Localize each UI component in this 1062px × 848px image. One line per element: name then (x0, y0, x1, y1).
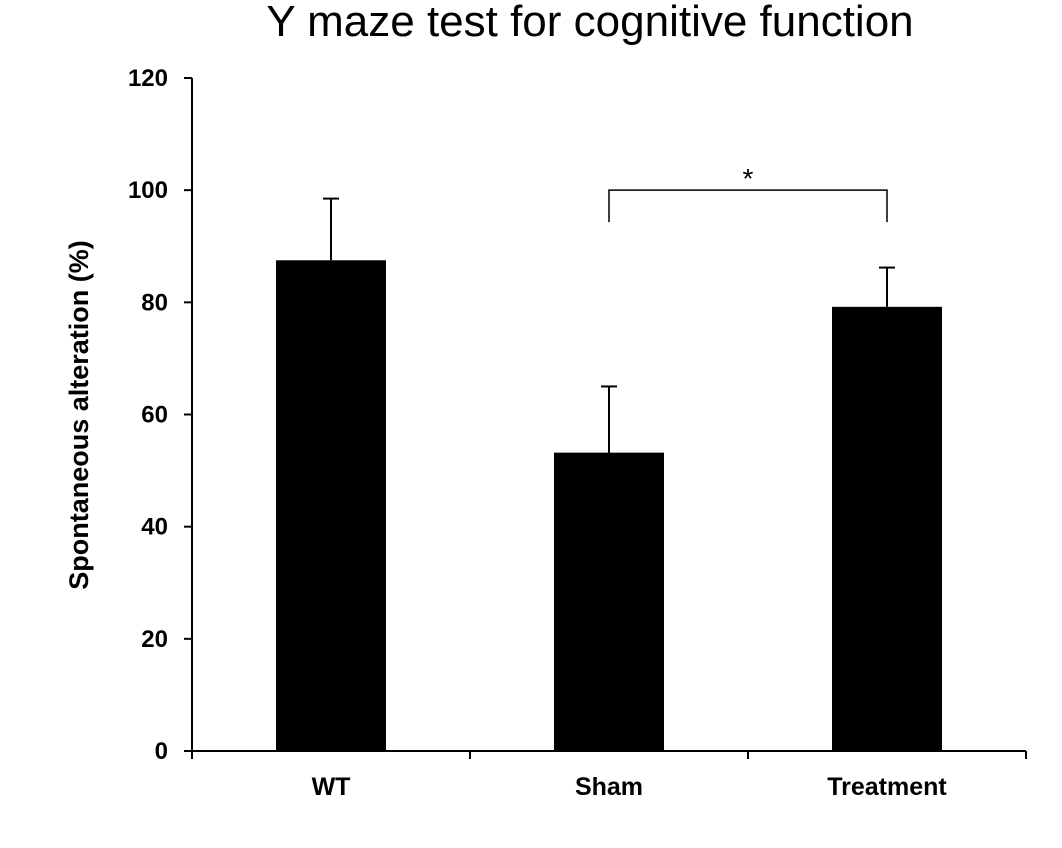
y-tick-label: 0 (155, 738, 168, 765)
bar-sham (554, 452, 664, 751)
bar-wt (276, 260, 386, 751)
y-tick-label: 20 (141, 626, 168, 653)
x-tick-label: WT (312, 773, 351, 801)
significance-label: * (743, 163, 754, 194)
y-tick-label: 40 (141, 514, 168, 541)
y-tick-label: 60 (141, 402, 168, 429)
y-tick-label: 100 (128, 177, 168, 204)
y-axis-label: Spontaneous alteration (%) (64, 240, 94, 590)
x-tick-label: Treatment (827, 773, 947, 801)
y-tick-label: 120 (128, 65, 168, 92)
bar-treatment (832, 306, 942, 751)
plot-area: 0 20 40 60 80 100 120 WT Sham Treatment * (128, 65, 1027, 801)
chart-title: Y maze test for cognitive function (266, 0, 913, 46)
significance-bracket (608, 189, 888, 223)
x-tick-label: Sham (575, 773, 643, 801)
y-tick-label: 80 (141, 289, 168, 316)
